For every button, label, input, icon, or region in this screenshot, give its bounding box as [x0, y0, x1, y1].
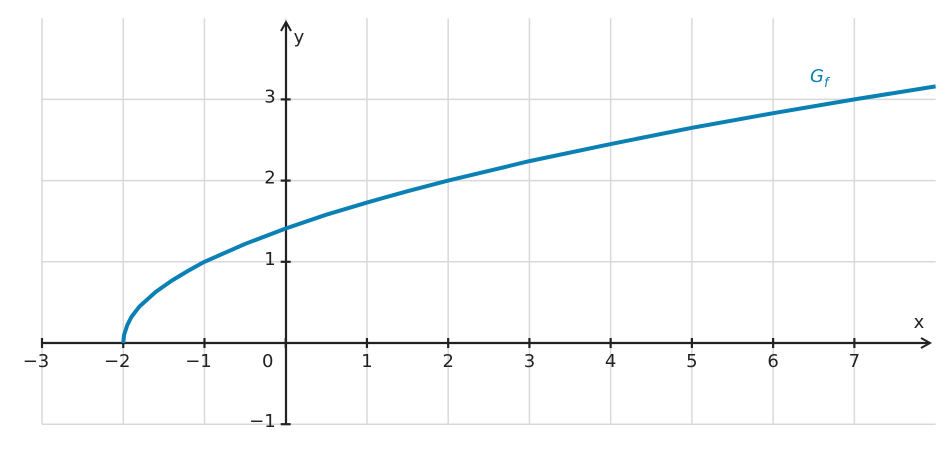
grid: [41, 18, 936, 425]
y-tick-label: 1: [264, 249, 275, 270]
x-tick-label: 3: [524, 351, 535, 372]
y-tick-label: 2: [264, 168, 275, 189]
plot: Gf: [121, 66, 936, 344]
x-tick-label: 5: [686, 351, 697, 372]
series-label: Gf: [810, 66, 831, 91]
series-label-main: G: [810, 66, 824, 87]
x-tick-label: 7: [849, 351, 860, 372]
x-tick-label: 2: [442, 351, 453, 372]
x-tick-label: −2: [104, 351, 131, 372]
ticks: −3 −2 −1 0 1 2 3 4 5 6 7 −1 1 2 3: [23, 86, 860, 432]
x-tick-label: 1: [361, 351, 372, 372]
x-tick-label: 0: [262, 351, 273, 372]
x-tick-label: 6: [767, 351, 778, 372]
x-tick-label: −1: [185, 351, 212, 372]
x-tick-label: −3: [23, 351, 50, 372]
x-tick-label: 4: [605, 351, 616, 372]
x-axis-label: x: [914, 312, 925, 333]
series-label-sub: f: [824, 76, 831, 91]
curve: [121, 84, 936, 344]
y-tick-label: −1: [249, 411, 276, 432]
y-tick-label: 3: [264, 86, 275, 107]
y-axis-label: y: [294, 27, 305, 48]
